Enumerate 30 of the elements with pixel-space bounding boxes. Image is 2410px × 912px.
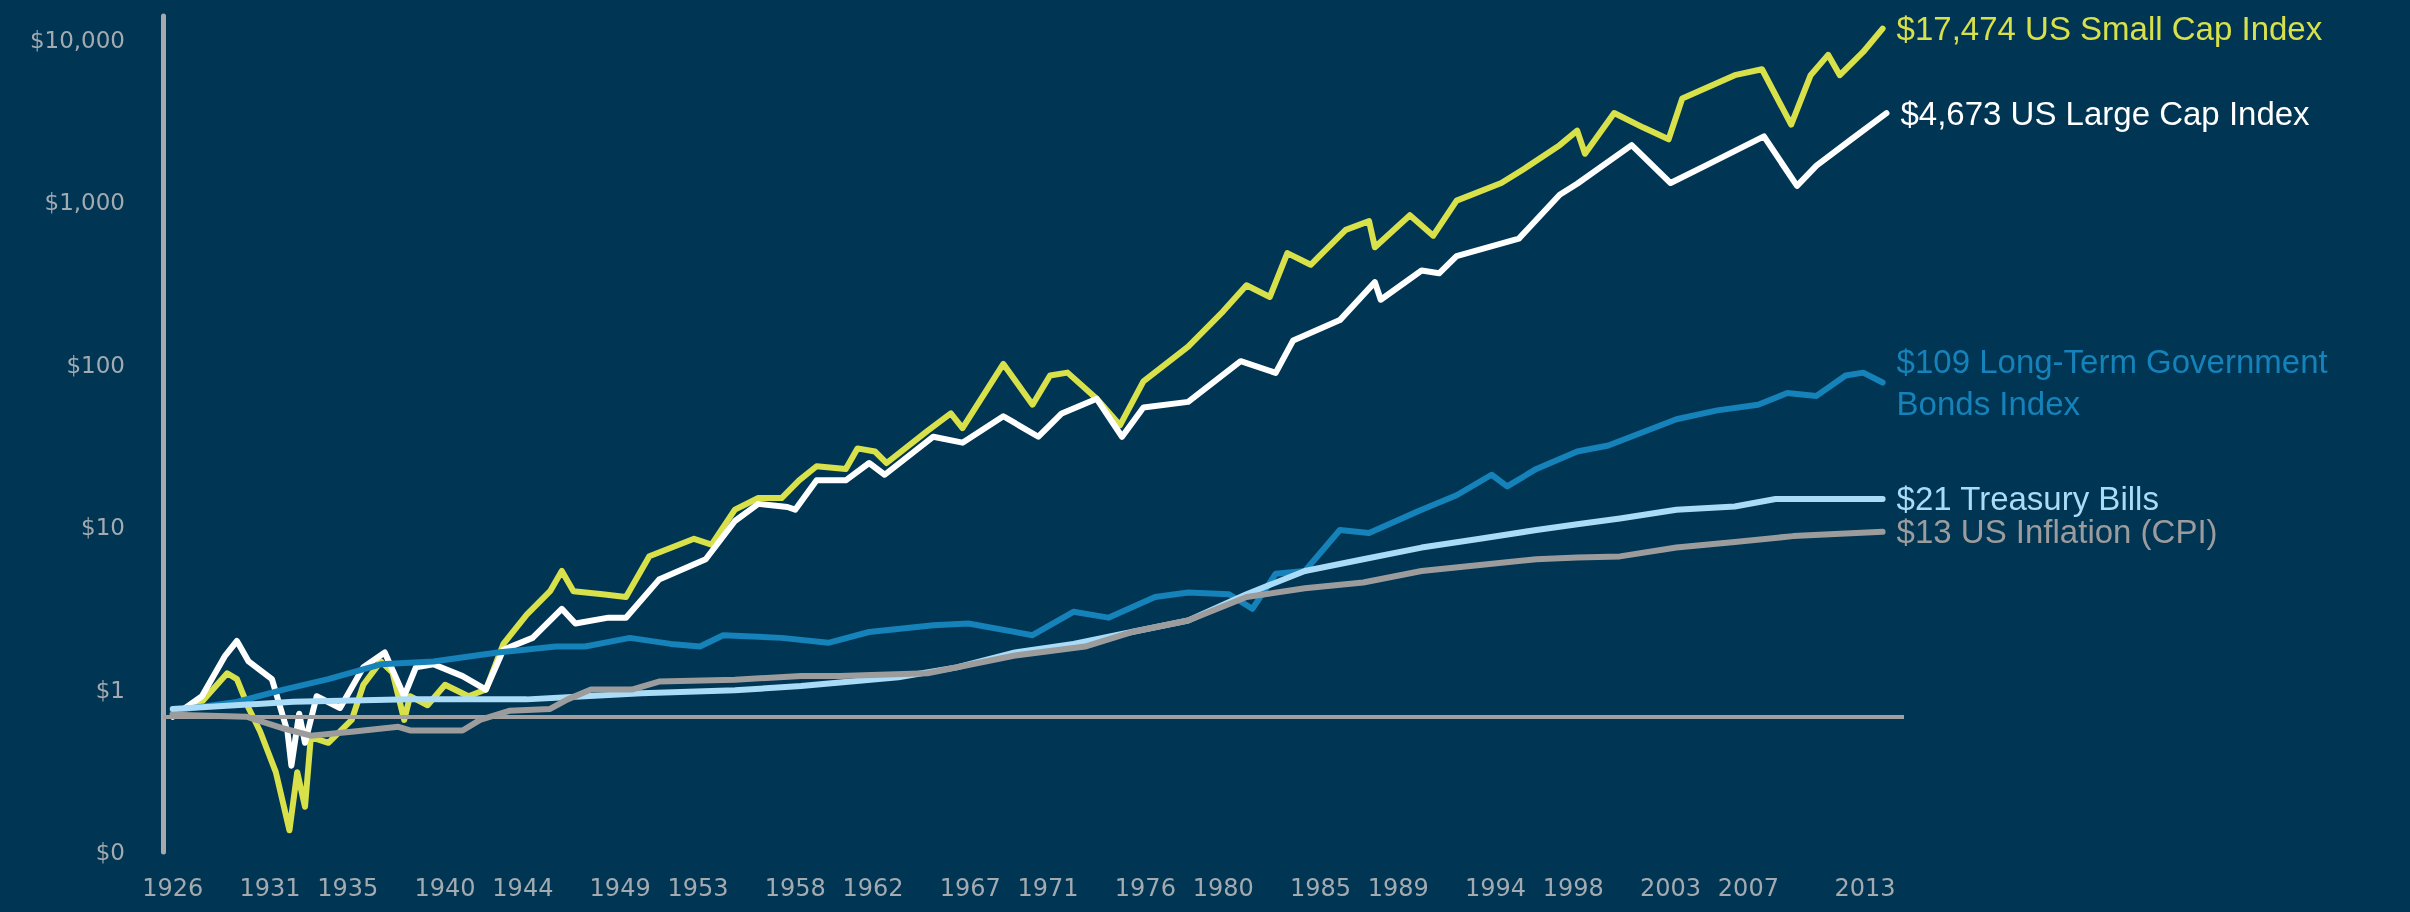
x-tick-label: 2013	[1834, 874, 1896, 902]
y-tick-label: $10	[81, 514, 125, 541]
y-tick-label: $100	[66, 351, 125, 378]
x-tick-label: 1985	[1289, 874, 1351, 902]
x-tick-label: 1958	[764, 874, 826, 902]
y-tick-label: $1	[95, 676, 125, 703]
y-tick-label: $10,000	[29, 26, 125, 53]
x-tick-label: 1962	[842, 874, 904, 902]
series-label: $21 Treasury Bills	[1896, 480, 2159, 518]
x-tick-label: 1949	[589, 874, 651, 902]
x-tick-label: 1926	[142, 874, 204, 902]
x-tick-label: 1940	[414, 874, 476, 902]
x-tick-label: 1980	[1192, 874, 1254, 902]
x-tick-label: 1976	[1114, 874, 1176, 902]
x-tick-label: 1944	[492, 874, 554, 902]
x-tick-label: 1994	[1464, 874, 1527, 902]
y-tick-label: $1,000	[44, 189, 125, 216]
x-tick-label: 1998	[1542, 874, 1604, 902]
x-tick-label: 1967	[939, 874, 1001, 902]
series-label: $4,673 US Large Cap Index	[1900, 94, 2311, 132]
x-tick-label: 2007	[1717, 874, 1779, 902]
x-tick-label: 1971	[1017, 874, 1079, 902]
x-tick-label: 1931	[239, 874, 301, 902]
x-tick-label: 1935	[317, 874, 379, 902]
y-tick-label: $0	[95, 839, 125, 865]
x-tick-label: 1989	[1367, 874, 1429, 902]
series-label: $17,474 US Small Cap Index	[1896, 10, 2323, 48]
x-tick-label: 2003	[1640, 874, 1702, 902]
x-tick-label: 1953	[667, 874, 729, 902]
series-label: $109 Long-Term Government Bonds Index	[1896, 343, 2337, 423]
